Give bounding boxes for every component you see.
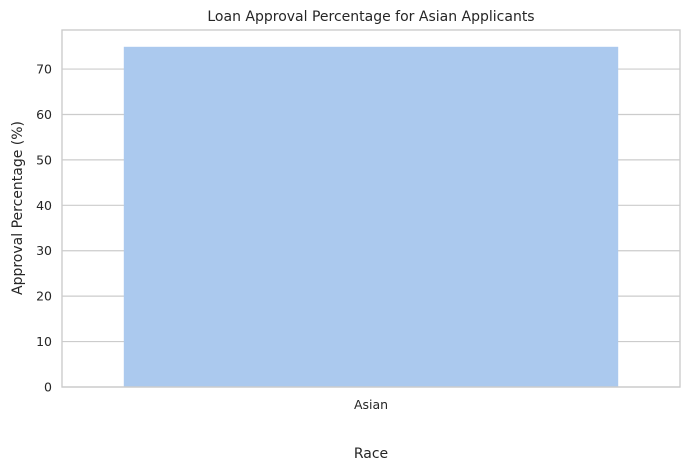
y-tick-label: 40 — [36, 198, 52, 213]
chart-title: Loan Approval Percentage for Asian Appli… — [207, 9, 534, 25]
y-tick-label: 0 — [44, 380, 52, 395]
y-tick-label: 20 — [36, 289, 52, 304]
y-tick-label: 30 — [36, 243, 52, 258]
y-tick-label: 10 — [36, 334, 52, 349]
bars — [123, 46, 619, 387]
bar-asian — [123, 46, 619, 387]
x-tick-labels: Asian — [354, 397, 388, 412]
plot-frame — [61, 29, 681, 388]
y-axis-label: Approval Percentage (%) — [10, 121, 26, 295]
y-tick-label: 50 — [36, 152, 52, 167]
x-tick-label: Asian — [354, 397, 388, 412]
x-axis-label: Race — [354, 446, 388, 462]
y-tick-label: 70 — [36, 62, 52, 77]
y-tick-label: 60 — [36, 107, 52, 122]
y-tick-labels: 0 10 20 30 40 50 60 70 — [36, 62, 52, 395]
